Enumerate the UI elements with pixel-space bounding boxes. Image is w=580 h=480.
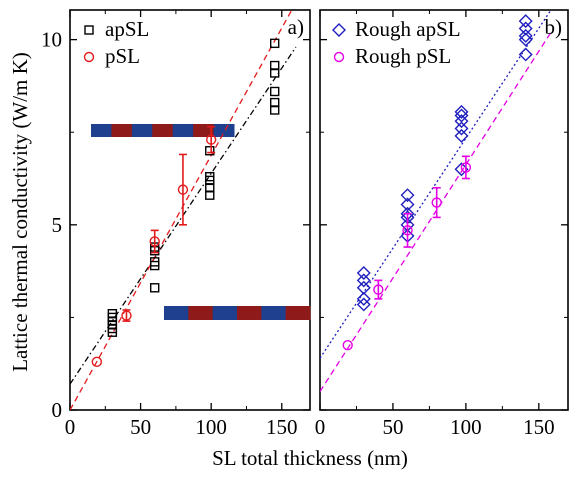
data-point bbox=[177, 184, 189, 195]
data-point bbox=[518, 47, 533, 62]
data-point bbox=[356, 291, 371, 306]
sl-layer bbox=[172, 124, 194, 137]
panel-a: 0 50 100 150 0 5 10 apSL pSL a) bbox=[41, 9, 311, 439]
data-point bbox=[270, 38, 280, 49]
x-tick-label: 50 bbox=[382, 415, 403, 439]
x-tick-label: 100 bbox=[195, 415, 227, 439]
data-point bbox=[518, 14, 533, 29]
data-point bbox=[121, 310, 132, 321]
data-point bbox=[460, 162, 472, 173]
data-point bbox=[454, 114, 469, 129]
data-point bbox=[150, 283, 160, 293]
legend-marker bbox=[332, 23, 346, 37]
legend-marker bbox=[84, 25, 94, 35]
sl-layer bbox=[152, 124, 174, 137]
data-point bbox=[270, 60, 280, 71]
legend-marker bbox=[83, 51, 95, 63]
data-point bbox=[518, 21, 533, 36]
legend-marker bbox=[333, 51, 345, 63]
y-tick-label: 10 bbox=[41, 28, 62, 52]
x-tick-label: 150 bbox=[523, 415, 555, 439]
data-point bbox=[150, 257, 160, 267]
legend-label: pSL bbox=[105, 44, 140, 68]
sl-layer bbox=[261, 306, 287, 320]
data-point bbox=[356, 265, 371, 280]
data-point bbox=[400, 188, 415, 203]
data-point bbox=[373, 284, 384, 295]
data-point bbox=[454, 104, 469, 119]
data-point bbox=[454, 128, 469, 143]
legend-label: Rough apSL bbox=[355, 17, 461, 41]
plot-frame bbox=[319, 9, 569, 411]
data-point bbox=[356, 273, 371, 288]
data-point bbox=[270, 86, 280, 97]
data-point bbox=[205, 134, 217, 145]
x-axis-label: SL total thickness (nm) bbox=[212, 446, 408, 470]
plot-area bbox=[320, 10, 554, 392]
x-tick-label: 150 bbox=[266, 415, 298, 439]
data-point bbox=[400, 197, 415, 212]
x-tick-label: 100 bbox=[450, 415, 482, 439]
data-point bbox=[356, 297, 371, 312]
sl-layer bbox=[213, 124, 235, 137]
data-point bbox=[270, 97, 280, 108]
legend-label: Rough pSL bbox=[355, 44, 451, 68]
data-point bbox=[107, 309, 118, 319]
data-point bbox=[149, 236, 160, 247]
data-point bbox=[518, 28, 533, 43]
sl-layer bbox=[131, 124, 153, 137]
sl-layer bbox=[91, 124, 112, 137]
plot-area bbox=[70, 10, 297, 410]
panel-label: b) bbox=[545, 15, 563, 39]
sl-layer bbox=[111, 124, 133, 137]
x-tick-label: 0 bbox=[65, 415, 76, 439]
plot-frame bbox=[69, 9, 311, 411]
y-tick-label: 0 bbox=[52, 398, 63, 422]
data-point bbox=[431, 197, 442, 208]
legend-label: apSL bbox=[105, 17, 149, 41]
sl-layer bbox=[188, 306, 214, 320]
panel-b: 0 50 100 150 Rough apSL Rough pSL b) bbox=[315, 9, 569, 439]
fit-line bbox=[320, 10, 552, 359]
data-point bbox=[356, 280, 371, 295]
sl-layer bbox=[212, 306, 238, 320]
x-tick-label: 0 bbox=[315, 415, 326, 439]
data-point bbox=[342, 339, 353, 351]
panel-label: a) bbox=[288, 15, 304, 39]
data-point bbox=[205, 146, 215, 156]
sl-layer bbox=[237, 306, 262, 320]
data-point bbox=[91, 356, 103, 368]
data-point bbox=[454, 121, 469, 136]
y-axis-label: Lattice thermal conductivity (W/m K) bbox=[8, 52, 32, 372]
data-point bbox=[205, 171, 215, 182]
sl-schematic-upper bbox=[91, 124, 235, 137]
sl-layer bbox=[285, 306, 311, 320]
x-tick-label: 50 bbox=[130, 415, 151, 439]
data-point bbox=[402, 225, 413, 236]
sl-layer bbox=[164, 306, 189, 320]
y-tick-label: 5 bbox=[52, 213, 63, 237]
sl-schematic-lower bbox=[164, 306, 311, 320]
